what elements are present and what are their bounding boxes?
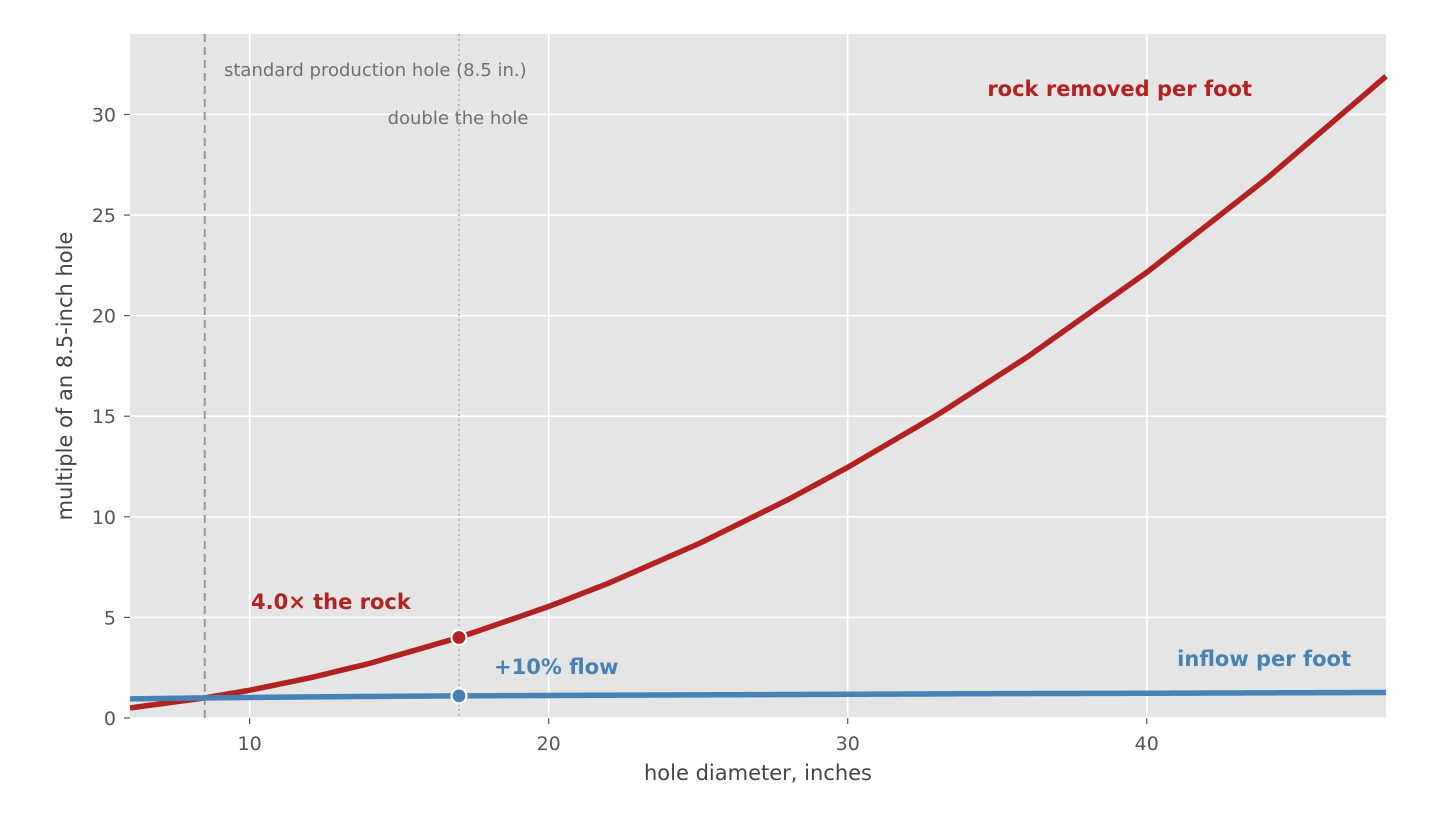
marker-inflow [450, 687, 468, 705]
y-axis-title: multiple of an 8.5-inch hole [53, 232, 77, 521]
series-label-rock: rock removed per foot [987, 77, 1252, 101]
plot-area [130, 34, 1386, 718]
tick-label-x: 40 [1135, 733, 1159, 755]
grid [130, 34, 1386, 719]
tick-label-x: 10 [238, 733, 262, 755]
tick-label-y: 5 [104, 607, 116, 629]
tick-label-x: 30 [836, 733, 860, 755]
tick-label-y: 0 [104, 708, 116, 730]
series-label-inflow: inflow per foot [1177, 647, 1351, 671]
ref-label-standard: standard production hole (8.5 in.) [224, 60, 527, 81]
tick-label-y: 25 [92, 205, 116, 227]
tick-label-x: 20 [537, 733, 561, 755]
tick-label-y: 20 [92, 306, 116, 328]
series-line-inflow [129, 689, 1387, 702]
x-axis-title: hole diameter, inches [644, 761, 872, 785]
series-line-rock [129, 74, 1388, 711]
axis-ticks: 10 20 30 40 0 5 10 15 20 25 30 [92, 104, 1159, 755]
marker-label-rock: 4.0× the rock [251, 590, 412, 614]
series-lines [129, 74, 1388, 711]
marker-rock [450, 628, 468, 647]
tick-label-y: 15 [92, 406, 116, 428]
markers [450, 628, 468, 705]
ref-label-double: double the hole [388, 108, 529, 129]
reference-lines [203, 34, 460, 718]
tick-label-y: 30 [92, 104, 116, 126]
tick-label-y: 10 [92, 507, 116, 529]
marker-label-inflow: +10% flow [494, 655, 619, 679]
